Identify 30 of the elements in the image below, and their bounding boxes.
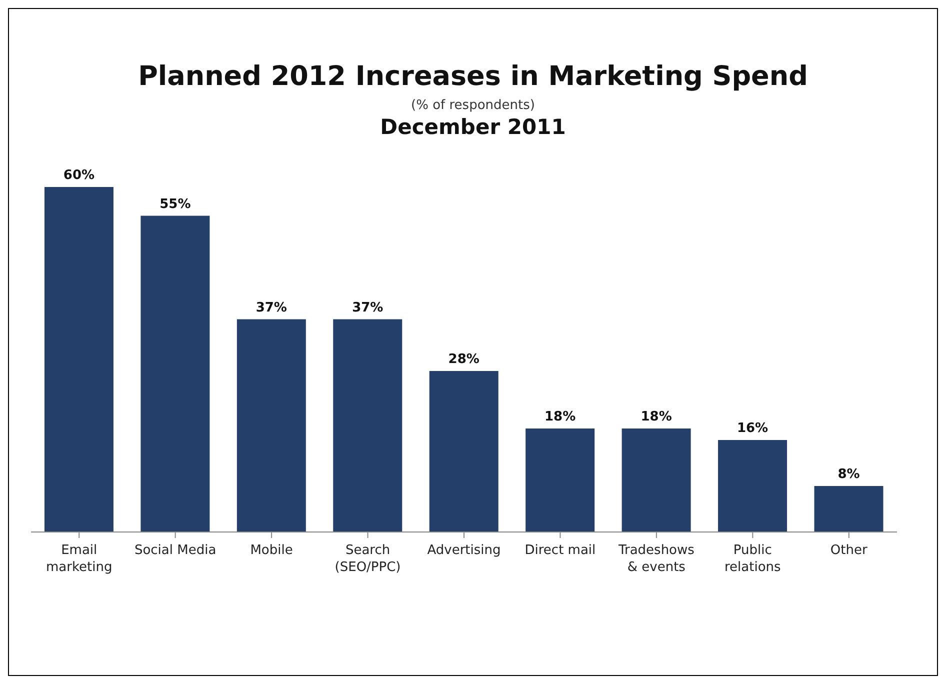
x-tick-label: Search (SEO/PPC): [334, 543, 401, 575]
bar: [333, 319, 402, 532]
data-label: 37%: [352, 300, 384, 316]
data-label: 8%: [838, 467, 860, 482]
data-label: 60%: [63, 168, 95, 183]
bar: [429, 371, 498, 532]
x-tick-label: Other: [830, 543, 868, 558]
data-label: 16%: [736, 421, 768, 436]
data-label: 18%: [640, 410, 672, 424]
bar: [718, 440, 788, 532]
bar: [622, 428, 691, 532]
bar: [140, 216, 210, 532]
data-label: 28%: [448, 352, 480, 367]
data-label: 55%: [160, 196, 191, 212]
data-label: 18%: [544, 410, 576, 424]
bar: [526, 428, 595, 532]
chart-subtitle: (% of respondents): [410, 98, 536, 113]
bar: [236, 319, 306, 532]
x-tick-label: Direct mail: [524, 543, 596, 558]
x-tick-label: Mobile: [250, 543, 293, 558]
x-tick-label: Tradeshows & events: [617, 543, 695, 575]
x-tick-label: Advertising: [427, 543, 501, 558]
data-label: 37%: [256, 300, 287, 316]
text: December 2011: [379, 115, 567, 139]
bar: [44, 187, 114, 532]
x-tick-label: Email marketing: [46, 543, 112, 575]
bar: [814, 486, 884, 532]
x-tick-label: Social Media: [134, 543, 216, 558]
x-tick-label: Public relations: [724, 543, 782, 575]
chart-title: Planned 2012 Increases in Marketing Spend: [137, 61, 809, 92]
